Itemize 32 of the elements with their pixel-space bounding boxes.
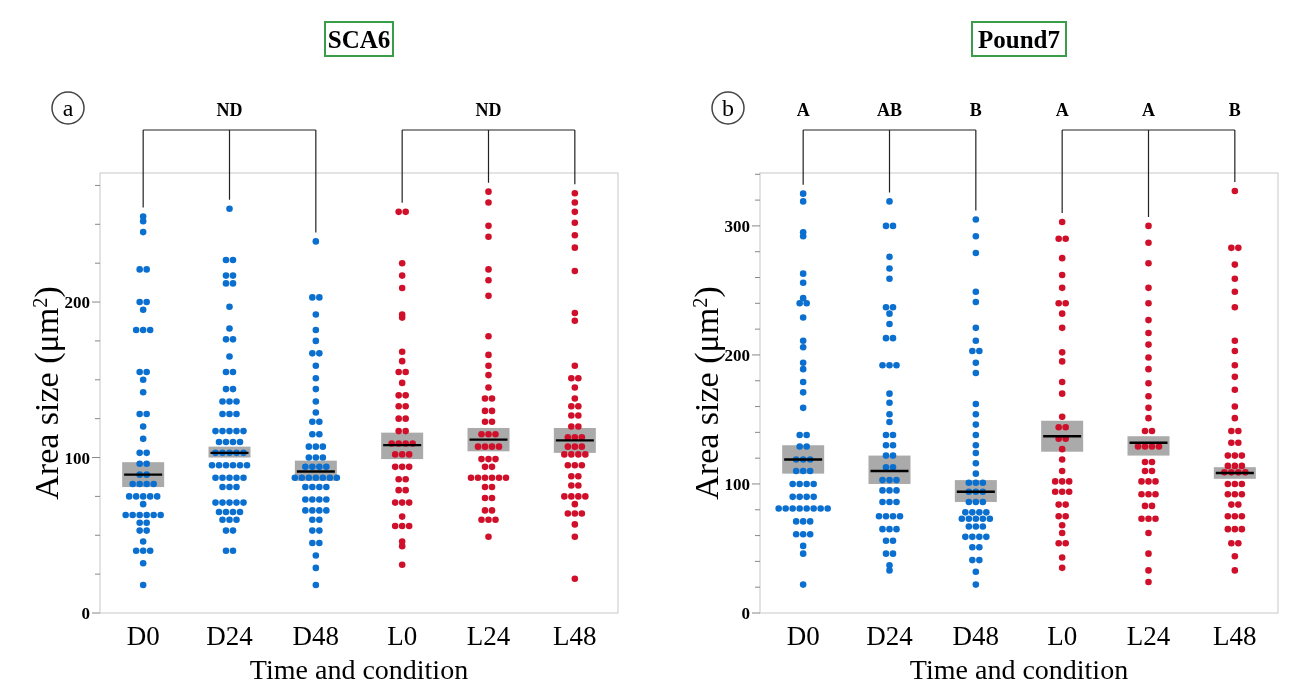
x-tick-label: L48 bbox=[553, 621, 597, 651]
annotation: A bbox=[1055, 100, 1069, 120]
y-tick-label: 0 bbox=[81, 604, 90, 623]
x-axis-title: Time and condition bbox=[909, 654, 1129, 685]
y-tick-label: 100 bbox=[724, 474, 750, 494]
text: a bbox=[62, 95, 74, 121]
annotation: A bbox=[796, 100, 810, 120]
y-tick-label: 300 bbox=[724, 216, 750, 236]
annotation: ND bbox=[475, 100, 502, 120]
annotation: B bbox=[1228, 100, 1241, 120]
x-tick-label: L24 bbox=[1126, 621, 1171, 651]
x-tick-label: D0 bbox=[786, 621, 820, 651]
y-tick-label: 200 bbox=[64, 293, 90, 313]
x-tick-label: D24 bbox=[206, 621, 254, 651]
text: b bbox=[722, 95, 734, 121]
annotation: A bbox=[1142, 100, 1155, 120]
annotation: AB bbox=[876, 100, 903, 120]
y-tick-label: 0 bbox=[741, 604, 750, 623]
y-tick-label: 200 bbox=[724, 345, 750, 365]
chart-title: Pound7 bbox=[978, 26, 1060, 53]
x-tick-label: D24 bbox=[866, 621, 914, 651]
x-tick-label: L0 bbox=[1047, 621, 1078, 651]
y-tick-label: 100 bbox=[64, 448, 90, 468]
x-tick-label: L48 bbox=[1213, 621, 1257, 651]
annotation: ND bbox=[216, 100, 243, 120]
x-tick-label: D0 bbox=[126, 621, 160, 651]
x-tick-label: L0 bbox=[387, 621, 418, 651]
x-tick-label: D48 bbox=[292, 621, 340, 651]
x-axis-title: Time and condition bbox=[249, 654, 469, 685]
x-tick-label: L24 bbox=[466, 621, 511, 651]
annotation: B bbox=[969, 100, 982, 120]
x-tick-label: D48 bbox=[952, 621, 1000, 651]
